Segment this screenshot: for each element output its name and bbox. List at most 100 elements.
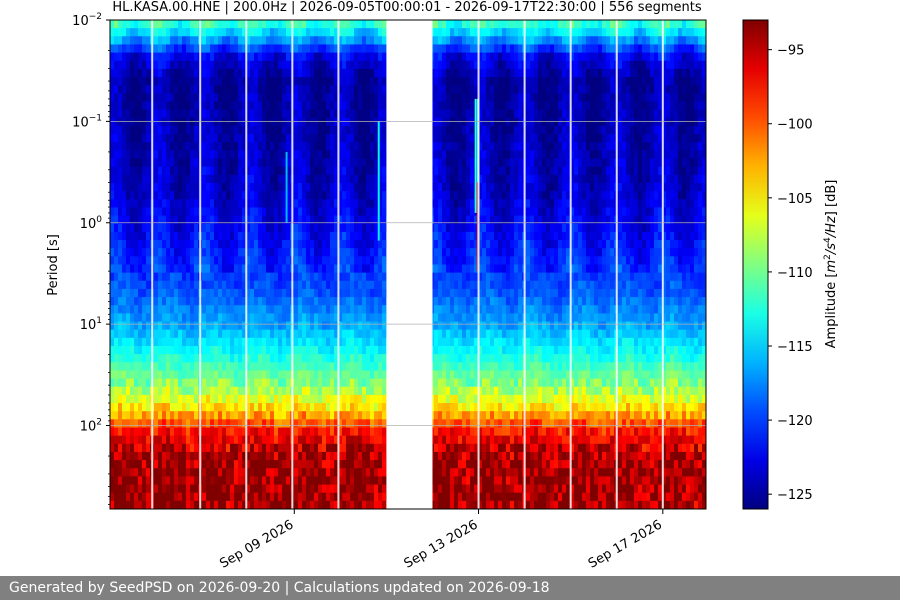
heatmap-cell	[554, 280, 559, 290]
heatmap-cell	[218, 158, 223, 168]
heatmap-cell	[346, 280, 351, 290]
heatmap-cell	[294, 272, 299, 282]
heatmap-cell	[378, 125, 383, 135]
heatmap-cell	[294, 93, 299, 103]
heatmap-cell	[702, 248, 706, 257]
heatmap-cell	[534, 109, 539, 119]
heatmap-cell	[322, 117, 327, 127]
heatmap-cell	[482, 60, 487, 70]
heatmap-cell	[138, 223, 143, 233]
heatmap-cell	[274, 264, 279, 274]
heatmap-cell	[546, 109, 551, 119]
heatmap-cell	[206, 109, 211, 119]
heatmap-cell	[298, 191, 303, 200]
heatmap-cell	[678, 264, 683, 274]
heatmap-cell	[602, 207, 607, 217]
heatmap-cell	[142, 264, 147, 274]
heatmap-cell	[662, 240, 667, 249]
heatmap-cell	[346, 150, 351, 160]
heatmap-cell	[202, 264, 207, 274]
heatmap-cell	[538, 256, 543, 266]
heatmap-cell	[142, 101, 147, 111]
heatmap-cell	[446, 199, 451, 209]
heatmap-cell	[126, 117, 131, 127]
heatmap-cell	[166, 77, 171, 86]
heatmap-cell	[558, 101, 563, 111]
heatmap-cell	[530, 109, 535, 119]
heatmap-cell	[130, 264, 135, 274]
heatmap-cell	[214, 223, 219, 233]
heatmap-cell	[358, 264, 363, 274]
heatmap-cell	[190, 199, 195, 209]
heatmap-cell	[346, 134, 351, 143]
heatmap-cell	[114, 174, 119, 184]
heatmap-cell	[470, 280, 475, 290]
heatmap-cell	[702, 272, 706, 282]
heatmap-cell	[526, 93, 531, 103]
heatmap-cell	[166, 166, 171, 176]
heatmap-cell	[590, 207, 595, 217]
heatmap-cell	[118, 68, 123, 78]
heatmap-cell	[370, 93, 375, 103]
heatmap-cell	[330, 109, 335, 119]
heatmap-cell	[318, 264, 323, 274]
heatmap-cell	[570, 248, 575, 257]
heatmap-cell	[542, 142, 547, 151]
heatmap-cell	[606, 117, 611, 127]
heatmap-cell	[254, 109, 259, 119]
heatmap-cell	[502, 256, 507, 266]
heatmap-cell	[266, 109, 271, 119]
heatmap-cell	[658, 93, 663, 103]
heatmap-cell	[478, 158, 483, 168]
heatmap-cell	[238, 134, 243, 143]
heatmap-cell	[258, 256, 263, 266]
heatmap-cell	[374, 109, 379, 119]
heatmap-cell	[286, 158, 291, 168]
heatmap-cell	[350, 134, 355, 143]
heatmap-cell	[626, 93, 631, 103]
heatmap-cell	[594, 60, 599, 70]
heatmap-cell	[202, 125, 207, 135]
heatmap-cell	[662, 52, 667, 62]
heatmap-cell	[270, 77, 275, 86]
heatmap-cell	[122, 36, 127, 46]
heatmap-cell	[282, 280, 287, 290]
heatmap-cell	[438, 101, 443, 111]
heatmap-cell	[186, 158, 191, 168]
heatmap-cell	[234, 199, 239, 209]
heatmap-cell	[650, 166, 655, 176]
heatmap-cell	[518, 142, 523, 151]
heatmap-cell	[334, 109, 339, 119]
heatmap-cell	[250, 150, 255, 160]
heatmap-cell	[702, 125, 706, 135]
heatmap-cell	[206, 158, 211, 168]
heatmap-cell	[506, 183, 511, 192]
heatmap-cell	[582, 264, 587, 274]
heatmap-cell	[378, 60, 383, 70]
heatmap-cell	[442, 174, 447, 184]
heatmap-cell	[126, 20, 131, 29]
heatmap-cell	[602, 191, 607, 200]
heatmap-cell	[186, 60, 191, 70]
heatmap-cell	[138, 28, 143, 37]
heatmap-cell	[162, 191, 167, 200]
heatmap-cell	[286, 134, 291, 143]
heatmap-cell	[698, 183, 703, 192]
heatmap-cell	[206, 142, 211, 151]
heatmap-cell	[610, 248, 615, 257]
heatmap-cell	[154, 142, 159, 151]
heatmap-cell	[238, 199, 243, 209]
heatmap-cell	[598, 240, 603, 249]
heatmap-cell	[110, 183, 115, 192]
heatmap-cell	[298, 166, 303, 176]
heatmap-cell	[142, 280, 147, 290]
heatmap-cell	[446, 85, 451, 94]
heatmap-cell	[190, 44, 195, 54]
heatmap-cell	[518, 256, 523, 266]
heatmap-cell	[358, 28, 363, 37]
heatmap-cell	[358, 150, 363, 160]
heatmap-cell	[270, 288, 275, 298]
heatmap-cell	[342, 183, 347, 192]
heatmap-cell	[210, 240, 215, 249]
heatmap-cell	[434, 68, 439, 78]
